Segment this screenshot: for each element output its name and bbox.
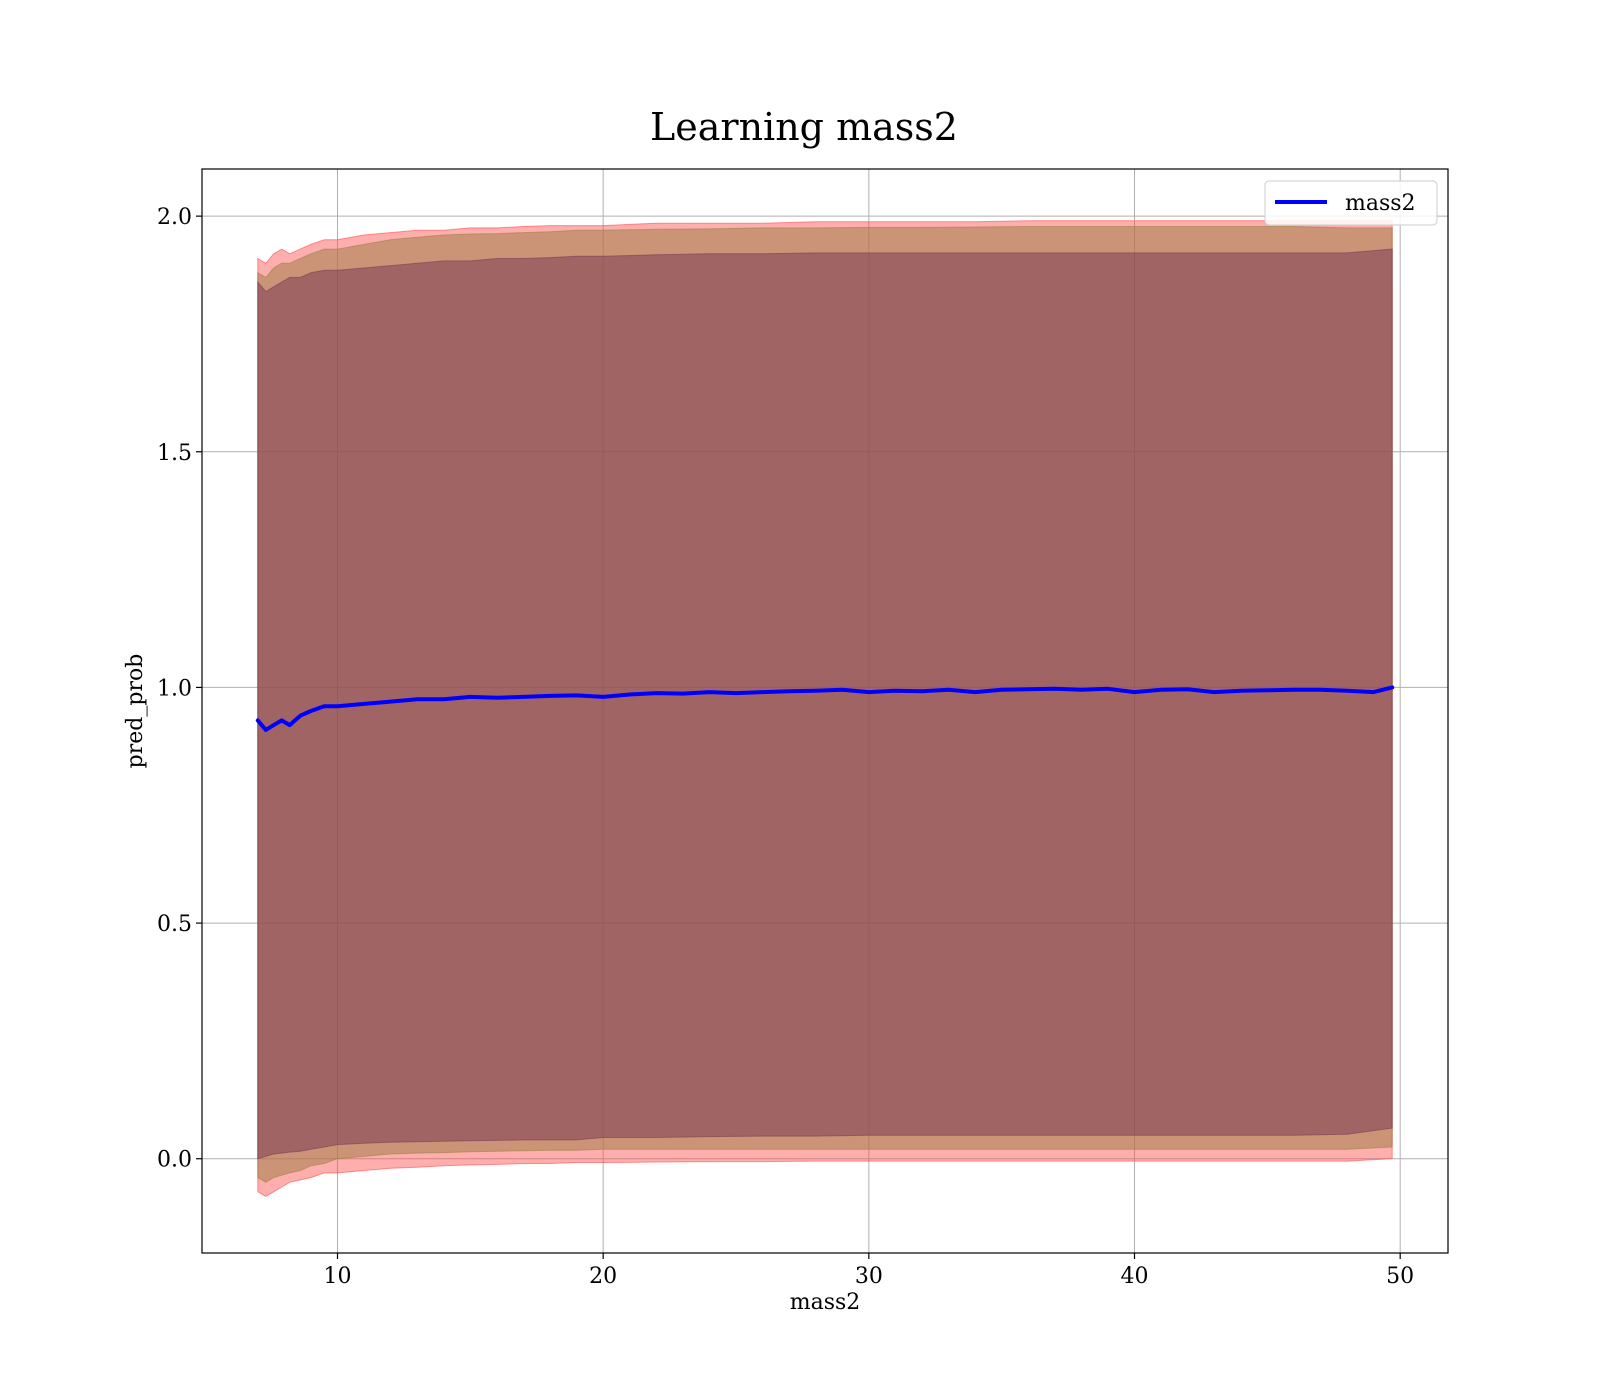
- x-axis-label: mass2: [790, 1290, 861, 1315]
- x-tick-label-0: 10: [323, 1264, 351, 1289]
- legend-label: mass2: [1345, 191, 1416, 216]
- series-lines: [255, 685, 1395, 732]
- y-tick-label-0: 0.0: [157, 1148, 192, 1173]
- confidence-band-2: [257, 248, 1393, 1160]
- x-axis-ticks: 10 20 30 40 50: [323, 1253, 1414, 1289]
- legend: mass2: [1264, 180, 1438, 226]
- y-axis-ticks: 0.0 0.5 1.0 1.5 2.0: [157, 205, 202, 1173]
- y-tick-label-3: 1.5: [157, 441, 192, 466]
- x-tick-label-1: 20: [589, 1264, 617, 1289]
- y-axis-label: pred_prob: [123, 654, 148, 769]
- legend-box: [1264, 180, 1438, 226]
- x-tick-label-4: 50: [1386, 1264, 1414, 1289]
- x-tick-label-2: 30: [855, 1264, 883, 1289]
- confidence-bands: [257, 220, 1393, 1197]
- y-tick-label-4: 2.0: [157, 205, 192, 230]
- x-tick-label-3: 40: [1121, 1264, 1149, 1289]
- y-tick-label-2: 1.0: [157, 676, 192, 701]
- plot-frame: [201, 168, 1449, 1254]
- chart-title: Learning mass2: [650, 105, 958, 149]
- series-line-0: [255, 685, 1395, 732]
- y-tick-label-1: 0.5: [157, 912, 192, 937]
